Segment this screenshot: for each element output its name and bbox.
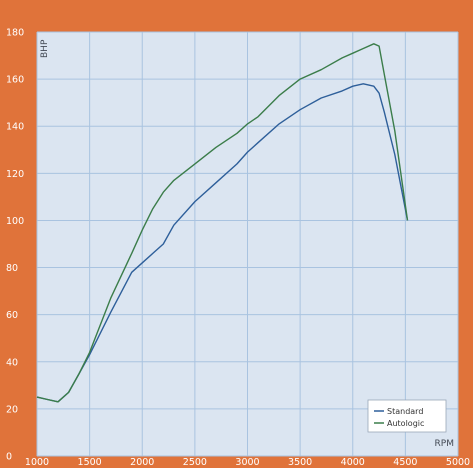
legend: Standard Autologic [367, 399, 447, 433]
legend-entry-standard: Standard [387, 407, 423, 416]
y-tick-label: 160 [6, 75, 24, 86]
tick-labels: 1000 1500 2000 2500 3000 3500 4000 4500 5000 0 20 4… [6, 28, 470, 468]
x-tick-label: 2500 [183, 457, 207, 468]
x-tick-label: 2000 [130, 457, 154, 468]
legend-box [367, 399, 447, 433]
x-tick-label: 4000 [341, 457, 365, 468]
x-axis-label: RPM [435, 439, 454, 449]
y-axis-label: BHP [40, 39, 50, 58]
y-tick-label: 120 [6, 169, 24, 180]
x-tick-label: 4500 [393, 457, 417, 468]
y-tick-label: 40 [6, 357, 18, 368]
x-tick-label: 3500 [288, 457, 312, 468]
x-tick-label: 1000 [25, 457, 49, 468]
y-tick-label: 0 [6, 452, 12, 463]
legend-entry-autologic: Autologic [387, 419, 424, 428]
y-tick-label: 100 [6, 216, 24, 227]
x-tick-label: 3000 [235, 457, 259, 468]
y-tick-label: 20 [6, 404, 18, 415]
data-series [36, 43, 409, 403]
y-tick-label: 80 [6, 263, 18, 274]
y-tick-label: 140 [6, 122, 24, 133]
y-tick-label: 60 [6, 310, 18, 321]
x-tick-label: 5000 [446, 457, 470, 468]
y-tick-label: 180 [6, 28, 24, 39]
series-line-autologic [36, 43, 409, 403]
x-tick-label: 1500 [78, 457, 102, 468]
